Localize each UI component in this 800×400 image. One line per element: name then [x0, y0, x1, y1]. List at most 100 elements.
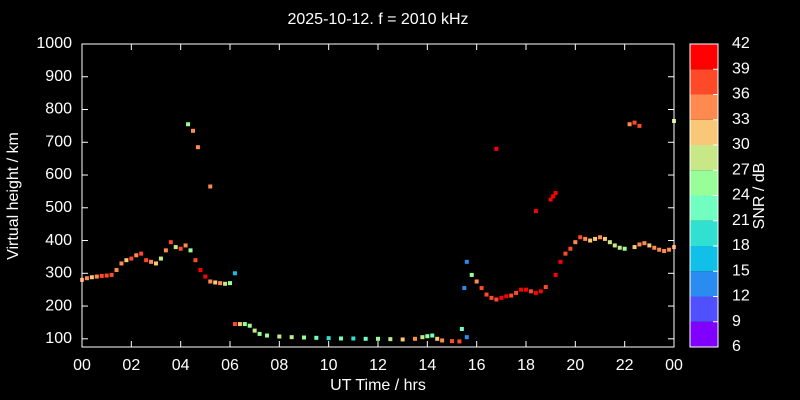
data-point — [129, 256, 134, 261]
colorbar-tick-label: 27 — [732, 161, 750, 178]
data-point — [573, 240, 578, 245]
data-point — [232, 322, 237, 327]
data-point — [277, 334, 282, 339]
data-point — [617, 245, 622, 250]
data-point — [351, 336, 356, 341]
data-point — [637, 242, 642, 247]
data-point — [257, 331, 262, 336]
data-point — [425, 334, 430, 339]
data-point — [183, 243, 188, 248]
colorbar-tick-label: 18 — [732, 237, 750, 254]
data-point — [198, 268, 203, 273]
data-point — [494, 297, 499, 302]
data-point — [302, 335, 306, 340]
data-point — [252, 328, 257, 333]
chart-title: 2025-10-12. f = 2010 kHz — [287, 11, 468, 28]
x-tick-label: 02 — [122, 357, 140, 374]
y-tick-label: 800 — [45, 101, 72, 118]
data-point — [647, 243, 652, 248]
data-point — [193, 258, 198, 263]
data-point — [109, 272, 114, 277]
data-point — [435, 336, 440, 341]
data-point — [104, 273, 109, 278]
data-point — [154, 261, 158, 266]
data-point — [489, 295, 494, 300]
data-point — [119, 261, 124, 266]
data-point — [509, 293, 514, 298]
data-point — [339, 336, 343, 341]
x-tick-label: 16 — [468, 357, 486, 374]
data-point — [667, 247, 672, 252]
x-tick-label: 22 — [616, 357, 634, 374]
data-point — [504, 294, 509, 299]
data-point — [376, 336, 380, 341]
colorbar-tick-label: 42 — [732, 35, 750, 52]
data-point — [538, 289, 543, 294]
y-tick-label: 500 — [45, 199, 72, 216]
data-point — [588, 238, 593, 243]
colorbar-tick-label: 24 — [732, 187, 750, 204]
data-point — [479, 286, 484, 291]
data-point — [528, 289, 533, 294]
colorbar-block — [690, 170, 718, 196]
data-point — [494, 146, 499, 151]
data-point — [208, 279, 213, 284]
colorbar-frame — [689, 43, 719, 348]
data-point — [158, 256, 163, 261]
colorbar-block — [690, 145, 718, 171]
data-point — [173, 245, 178, 250]
colorbar-tick-label: 9 — [732, 313, 741, 330]
colorbar-block — [690, 321, 718, 347]
colorbar-block — [690, 271, 718, 297]
y-tick-label: 100 — [45, 330, 72, 347]
data-point — [462, 286, 467, 291]
data-point — [642, 241, 647, 246]
x-tick-label: 00 — [73, 357, 91, 374]
y-tick-label: 400 — [45, 232, 72, 249]
data-point — [400, 337, 405, 342]
data-point — [622, 246, 627, 251]
data-point — [84, 276, 89, 281]
x-tick-label: 08 — [270, 357, 288, 374]
data-point — [363, 336, 368, 341]
data-point — [450, 339, 454, 344]
data-point — [94, 274, 99, 279]
data-point — [99, 273, 104, 278]
y-tick-label: 700 — [45, 133, 72, 150]
colorbar-tick-label: 33 — [732, 111, 750, 128]
colorbar-block — [690, 246, 718, 272]
data-point — [223, 281, 228, 286]
data-point — [89, 275, 94, 280]
data-point — [637, 123, 642, 128]
data-point — [134, 253, 139, 258]
data-point — [139, 251, 144, 256]
y-tick-label: 600 — [45, 166, 72, 183]
data-point — [163, 248, 168, 253]
data-point — [457, 339, 462, 344]
y-tick-label: 1000 — [36, 35, 72, 52]
x-tick-label: 14 — [418, 357, 436, 374]
data-point — [563, 251, 568, 256]
colorbar-tick-label: 15 — [732, 262, 750, 279]
data-point — [208, 184, 213, 189]
colorbar-tick-label: 12 — [732, 288, 750, 305]
data-point — [652, 245, 657, 250]
x-tick-label: 20 — [566, 357, 584, 374]
colorbar-block — [690, 119, 718, 145]
colorbar-tick-label: 21 — [732, 212, 750, 229]
colorbar-block — [690, 220, 718, 246]
data-point — [191, 128, 195, 133]
colorbar-label: SNR / dB — [751, 163, 768, 230]
data-point — [237, 322, 242, 327]
data-point — [583, 236, 588, 241]
data-point — [632, 245, 637, 250]
data-point — [607, 240, 612, 245]
colorbar-tick-label: 39 — [732, 60, 750, 77]
data-point — [464, 259, 469, 264]
data-point — [178, 246, 183, 251]
data-point — [149, 259, 154, 264]
colorbar-block — [690, 296, 718, 322]
y-tick-label: 200 — [45, 297, 72, 314]
data-point — [326, 336, 331, 341]
